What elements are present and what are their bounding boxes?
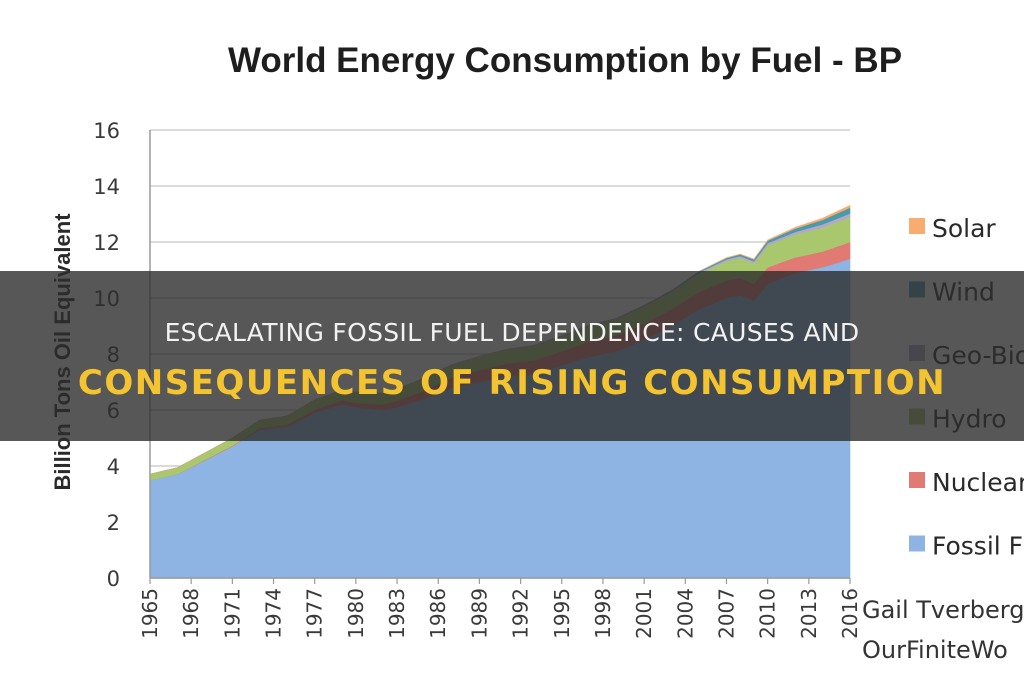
y-tick-label: 16 [93,119,120,143]
x-tick-label: 1980 [344,588,368,639]
legend-swatch-fossil-f [909,535,925,552]
x-tick-label: 1968 [179,588,203,639]
y-tick-label: 0 [107,567,120,591]
x-tick-labels: 1965 1968 1971 1974 1977 1980 1983 1986 1989 1992… [138,588,862,639]
credit-author: Gail Tverberg [862,596,1024,624]
legend-swatch-solar [909,218,925,234]
legend-swatch-nuclear [909,472,925,488]
y-tick-label: 12 [93,231,120,255]
x-tick-label: 2004 [673,588,697,639]
chart-title: World Energy Consumption by Fuel - BP [228,41,902,80]
x-tick-label: 2007 [714,588,738,639]
x-tick-label: 2010 [756,588,780,639]
x-tick-label: 1992 [509,588,533,639]
y-tick-label: 4 [107,455,120,479]
legend-label-fossil-f: Fossil F [932,532,1023,561]
banner-subheadline: CONSEQUENCES OF RISING CONSUMPTION [77,363,947,403]
title-banner: ESCALATING FOSSIL FUEL DEPENDENCE: CAUSE… [0,271,1024,441]
x-tick-label: 1965 [138,588,162,639]
x-tick-label: 1974 [262,588,286,639]
y-tick-label: 2 [107,511,120,535]
x-tick-label: 1989 [467,588,491,639]
banner-headline: ESCALATING FOSSIL FUEL DEPENDENCE: CAUSE… [164,318,860,347]
x-tick-label: 1971 [220,588,244,639]
x-tick-label: 1986 [426,588,450,639]
legend-label-solar: Solar [932,214,996,243]
x-tick-label: 2013 [797,588,821,639]
credit-site: OurFiniteWo [862,636,1008,664]
x-tick-label: 1977 [303,588,327,639]
x-tick-label: 1983 [385,588,409,639]
x-tick-label: 1995 [550,588,574,639]
x-tick-label: 2016 [838,588,862,639]
legend-label-nuclear: Nuclear [932,468,1024,497]
x-tick-label: 2001 [632,588,656,639]
x-tick-label: 1998 [591,588,615,639]
y-tick-label: 14 [93,175,120,199]
